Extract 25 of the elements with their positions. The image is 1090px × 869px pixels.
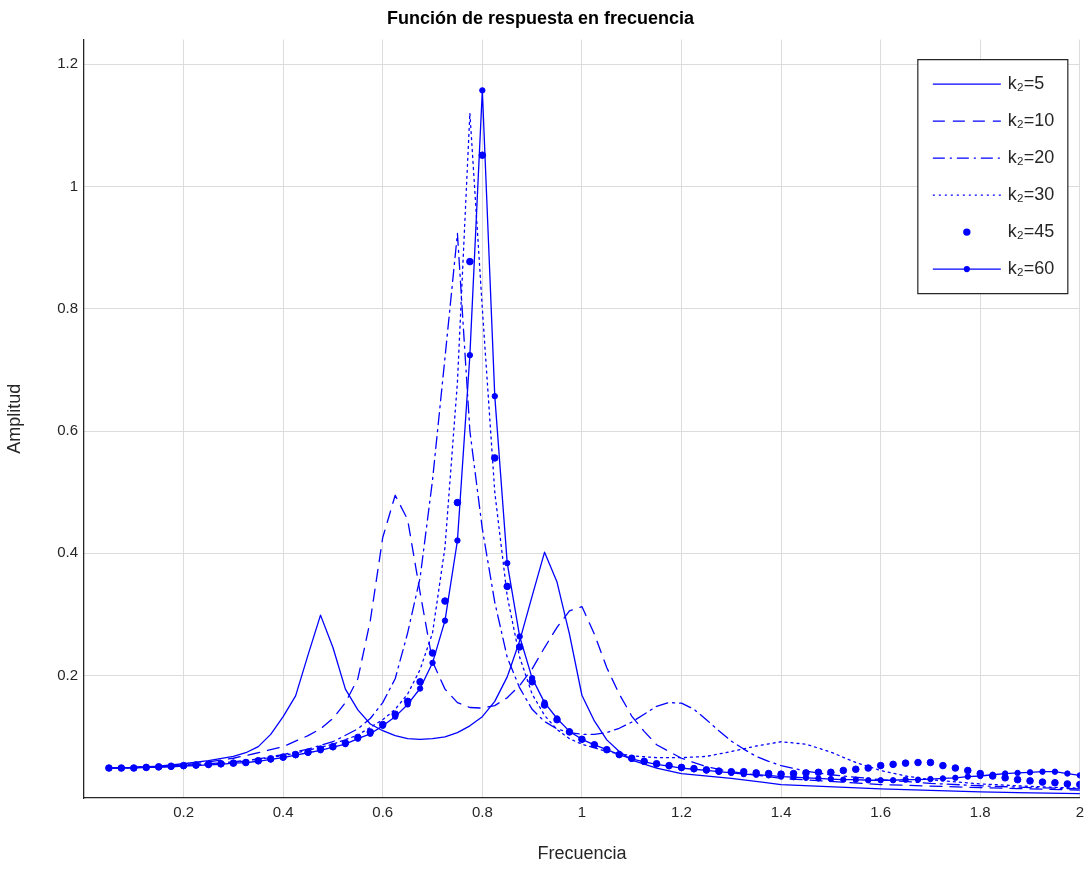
legend-label: k₂=10: [1007, 110, 1055, 131]
x-tick-label: 0.4: [272, 803, 294, 821]
legend-label: k₂=30: [1007, 184, 1055, 205]
y-tick-label: 1.2: [57, 54, 78, 72]
x-tick-label: 1: [577, 803, 587, 821]
legend-label: k₂=45: [1007, 221, 1055, 242]
y-tick-label: 0.6: [57, 421, 78, 439]
legend-label: k₂=60: [1007, 258, 1055, 279]
x-tick-label: 0.2: [173, 803, 195, 821]
x-tick-label: 1.2: [671, 803, 692, 821]
x-tick-label: 1.4: [770, 803, 792, 821]
chart-title: Función de respuesta en frecuencia: [386, 7, 696, 28]
y-tick-label: 0.4: [57, 543, 78, 561]
x-axis-title: Frecuencia: [537, 843, 628, 864]
x-tick-label: 0.8: [471, 803, 493, 821]
x-tick-label: 1.8: [969, 803, 991, 821]
legend-label: k₂=20: [1007, 147, 1055, 168]
x-tick-label: 0.6: [372, 803, 394, 821]
x-tick-label: 1.6: [870, 803, 892, 821]
x-tick-label: 2: [1075, 803, 1084, 821]
y-tick-label: 1: [69, 176, 78, 194]
y-tick-label: 0.2: [57, 665, 78, 683]
legend-label: k₂=5: [1007, 73, 1045, 94]
y-axis-title: Amplitud: [3, 383, 24, 454]
y-tick-label: 0.8: [57, 298, 78, 316]
